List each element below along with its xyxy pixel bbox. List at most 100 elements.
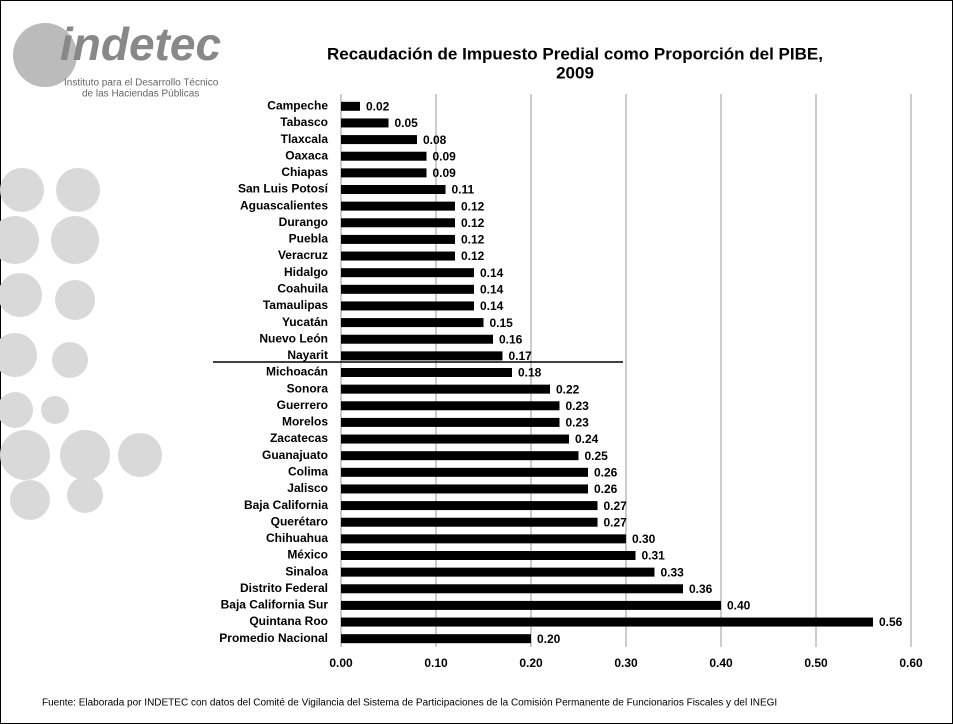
y-tick-label: Promedio Nacional <box>219 631 328 645</box>
data-label: 0.36 <box>689 582 713 596</box>
bar <box>341 301 474 311</box>
decoration <box>0 168 162 520</box>
bar <box>341 534 626 544</box>
x-tick-label: 0.60 <box>899 656 923 670</box>
data-label: 0.14 <box>480 266 504 280</box>
bar <box>341 517 598 527</box>
bar <box>341 368 512 377</box>
data-label: 0.30 <box>632 532 656 546</box>
bar <box>341 401 560 411</box>
data-label: 0.08 <box>423 133 447 147</box>
logo-name: indetec <box>60 18 221 70</box>
logo-mark <box>13 23 77 87</box>
x-tick-label: 0.50 <box>804 656 828 670</box>
x-tick-label: 0.30 <box>614 656 638 670</box>
bar <box>341 384 550 394</box>
bar <box>341 201 455 211</box>
x-tick-label: 0.10 <box>424 656 448 670</box>
data-label: 0.17 <box>509 349 533 363</box>
data-label: 0.09 <box>433 149 457 163</box>
y-tick-label: Tabasco <box>280 115 328 129</box>
y-tick-label: Querétaro <box>271 514 328 528</box>
data-label: 0.22 <box>556 382 580 396</box>
y-tick-label: Baja California <box>244 498 328 512</box>
y-tick-label: Colima <box>288 464 328 478</box>
data-label: 0.31 <box>642 549 666 563</box>
y-tick-label: Aguascalientes <box>240 198 328 212</box>
bar <box>341 251 455 261</box>
bar <box>341 567 655 577</box>
bar <box>341 101 360 111</box>
data-label: 0.02 <box>366 99 390 113</box>
logo-line: de las Haciendas Públicas <box>82 89 199 100</box>
data-label: 0.33 <box>661 565 685 579</box>
bar <box>341 234 455 244</box>
y-tick-label: Hidalgo <box>284 265 328 279</box>
data-label: 0.27 <box>604 499 628 513</box>
y-tick-label: Veracruz <box>278 248 328 262</box>
x-tick-label: 0.20 <box>519 656 543 670</box>
y-tick-label: Oaxaca <box>285 148 328 162</box>
data-label: 0.26 <box>594 465 618 479</box>
data-label: 0.24 <box>575 432 599 446</box>
bar <box>341 318 484 328</box>
y-tick-label: Sinaloa <box>285 564 328 578</box>
data-label: 0.12 <box>461 249 485 263</box>
chart-title: Recaudación de Impuesto Predial como Pro… <box>327 44 823 63</box>
y-tick-label: Puebla <box>289 232 329 246</box>
data-label: 0.09 <box>433 166 457 180</box>
x-tick-label: 0.40 <box>709 656 733 670</box>
chart-title: 2009 <box>556 63 594 82</box>
y-tick-label: Yucatán <box>282 315 328 329</box>
y-tick-label: Michoacán <box>266 365 328 379</box>
y-tick-label: Nayarit <box>287 348 328 362</box>
data-label: 0.27 <box>604 515 628 529</box>
y-tick-label: Jalisco <box>287 481 328 495</box>
bar <box>341 284 474 294</box>
bar <box>341 351 503 361</box>
data-label: 0.12 <box>461 233 485 247</box>
x-tick-label: 0.00 <box>329 656 353 670</box>
y-tick-label: Baja California Sur <box>221 598 329 612</box>
data-label: 0.14 <box>480 299 504 313</box>
bar <box>341 584 683 594</box>
y-tick-label: Distrito Federal <box>240 581 328 595</box>
data-label: 0.15 <box>490 316 514 330</box>
data-label: 0.05 <box>395 116 419 130</box>
bar <box>341 185 446 194</box>
logo-line: Instituto para el Desarrollo Técnico <box>64 78 219 89</box>
y-tick-label: Nuevo León <box>259 331 328 345</box>
bar <box>341 168 427 178</box>
bar <box>341 551 636 560</box>
y-tick-label: Chihuahua <box>266 531 328 545</box>
data-label: 0.18 <box>518 366 542 380</box>
data-label: 0.26 <box>594 482 618 496</box>
bar <box>341 617 873 627</box>
bar <box>341 600 721 610</box>
y-tick-label: Morelos <box>282 415 328 429</box>
bar <box>341 118 389 128</box>
y-tick-label: Durango <box>279 215 328 229</box>
data-label: 0.14 <box>480 282 504 296</box>
data-label: 0.23 <box>566 399 590 413</box>
data-label: 0.11 <box>452 183 475 197</box>
data-label: 0.40 <box>727 599 751 613</box>
y-tick-label: Coahuila <box>277 281 328 295</box>
y-tick-label: Chiapas <box>281 165 328 179</box>
y-tick-label: Tamaulipas <box>263 298 328 312</box>
data-label: 0.56 <box>879 615 903 629</box>
y-tick-label: Guanajuato <box>262 448 328 462</box>
bar <box>341 218 455 228</box>
y-tick-label: Quintana Roo <box>249 614 328 628</box>
data-label: 0.25 <box>585 449 609 463</box>
y-tick-label: Campeche <box>267 98 328 112</box>
data-label: 0.23 <box>566 416 590 430</box>
source-note: Fuente: Elaborada por INDETEC con datos … <box>42 698 777 709</box>
y-tick-label: Sonora <box>287 381 329 395</box>
bar <box>341 135 417 145</box>
bar <box>341 451 579 461</box>
data-label: 0.12 <box>461 216 485 230</box>
y-tick-label: Guerrero <box>277 398 328 412</box>
